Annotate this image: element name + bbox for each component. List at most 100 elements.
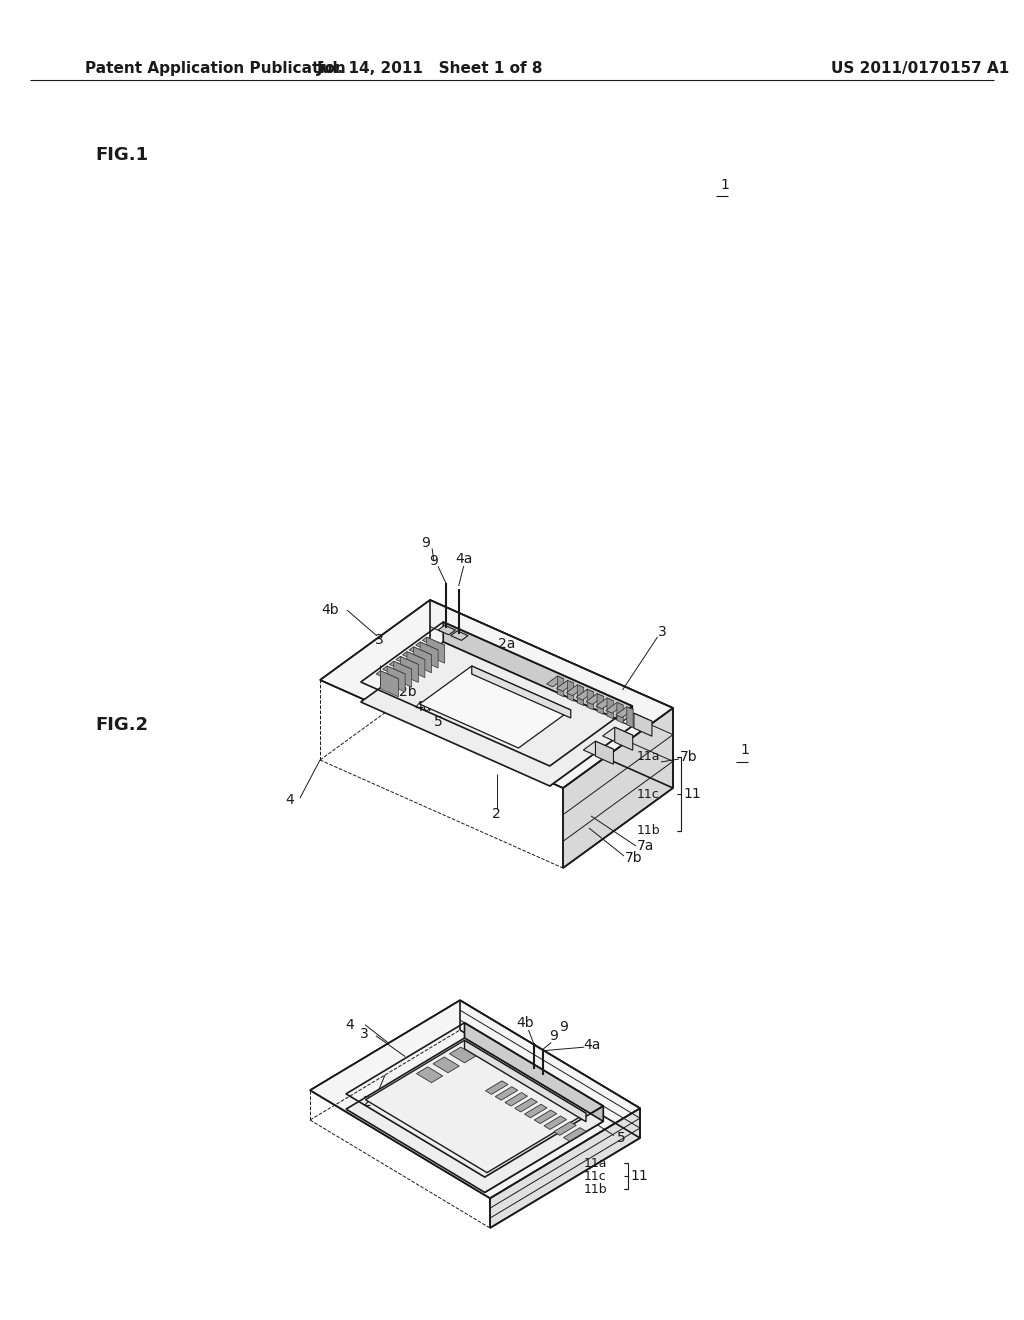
Polygon shape [547,676,564,686]
Polygon shape [346,1038,603,1192]
Polygon shape [615,706,633,718]
Text: 4b: 4b [322,603,339,616]
Text: 3: 3 [359,1027,369,1040]
Text: 2: 2 [493,807,501,821]
Polygon shape [376,671,398,682]
Text: 5: 5 [434,715,442,729]
Polygon shape [366,1040,586,1172]
Polygon shape [587,689,594,710]
Text: 3: 3 [375,634,384,647]
Polygon shape [524,1105,547,1118]
Polygon shape [360,642,632,785]
Polygon shape [566,685,584,696]
Polygon shape [614,727,633,750]
Text: 7b: 7b [626,851,643,865]
Text: Jul. 14, 2011   Sheet 1 of 8: Jul. 14, 2011 Sheet 1 of 8 [316,61,544,75]
Text: 2: 2 [362,1096,372,1109]
Polygon shape [544,1115,566,1130]
Text: 2a: 2a [498,638,515,651]
Text: 11a: 11a [584,1156,607,1170]
Text: 4a: 4a [584,1038,601,1052]
Polygon shape [556,680,573,692]
Polygon shape [396,656,418,668]
Polygon shape [427,638,444,663]
Polygon shape [465,1023,603,1121]
Polygon shape [496,1086,518,1100]
Text: 4: 4 [346,1018,354,1032]
Polygon shape [417,1067,442,1082]
Polygon shape [627,706,633,727]
Polygon shape [563,708,673,869]
Polygon shape [567,680,573,701]
Polygon shape [414,647,431,673]
Polygon shape [319,601,673,788]
Polygon shape [393,661,412,688]
Polygon shape [402,652,425,663]
Text: 11c: 11c [584,1170,606,1183]
Polygon shape [420,642,438,668]
Polygon shape [634,713,652,737]
Polygon shape [584,742,613,758]
Text: 7b: 7b [680,750,697,764]
Text: 1: 1 [720,178,729,191]
Polygon shape [505,1093,527,1106]
Polygon shape [389,661,412,672]
Polygon shape [557,676,564,697]
Text: 11c: 11c [637,788,659,800]
Polygon shape [387,667,406,692]
Text: FIG.1: FIG.1 [95,147,148,164]
Polygon shape [578,685,584,706]
Text: 9: 9 [549,1028,558,1043]
Polygon shape [550,706,632,785]
Polygon shape [586,693,603,705]
Polygon shape [460,1001,640,1138]
Polygon shape [407,652,425,677]
Text: 4: 4 [286,793,294,807]
Polygon shape [433,1057,459,1073]
Text: Patent Application Publication: Patent Application Publication [85,61,346,75]
Polygon shape [597,693,603,714]
Polygon shape [465,1040,586,1122]
Text: US 2011/0170157 A1: US 2011/0170157 A1 [830,61,1009,75]
Text: 4a: 4a [455,552,472,566]
Polygon shape [310,1001,640,1199]
Text: 40: 40 [465,1147,482,1160]
Polygon shape [606,702,624,713]
Polygon shape [596,698,613,709]
Text: 2b: 2b [399,685,417,700]
Text: 11a: 11a [637,751,660,763]
Text: 9: 9 [430,554,438,569]
Polygon shape [443,622,632,726]
Text: 11: 11 [631,1170,648,1183]
Polygon shape [430,601,673,788]
Polygon shape [472,667,570,718]
Polygon shape [535,1110,557,1123]
Polygon shape [485,1081,508,1094]
Polygon shape [515,1098,538,1111]
Polygon shape [563,1127,586,1142]
Polygon shape [554,1122,577,1135]
Text: 1: 1 [740,743,749,756]
Polygon shape [451,631,468,640]
Text: 5: 5 [616,1130,626,1144]
Text: 3: 3 [658,624,667,639]
Polygon shape [577,689,594,700]
Polygon shape [616,702,624,723]
Text: 11b: 11b [637,825,660,837]
Polygon shape [602,727,633,744]
Text: 4d: 4d [415,700,432,714]
Polygon shape [420,667,570,748]
Polygon shape [450,1047,476,1063]
Polygon shape [381,671,398,697]
Text: 9: 9 [559,1020,567,1034]
Polygon shape [400,656,418,682]
Text: FIG.2: FIG.2 [95,715,148,734]
Polygon shape [490,1109,640,1228]
Polygon shape [422,638,444,648]
Text: 7a: 7a [637,840,654,853]
Text: 11: 11 [683,787,701,801]
Polygon shape [410,647,431,657]
Polygon shape [383,667,406,677]
Polygon shape [622,713,652,730]
Text: 11b: 11b [584,1183,607,1196]
